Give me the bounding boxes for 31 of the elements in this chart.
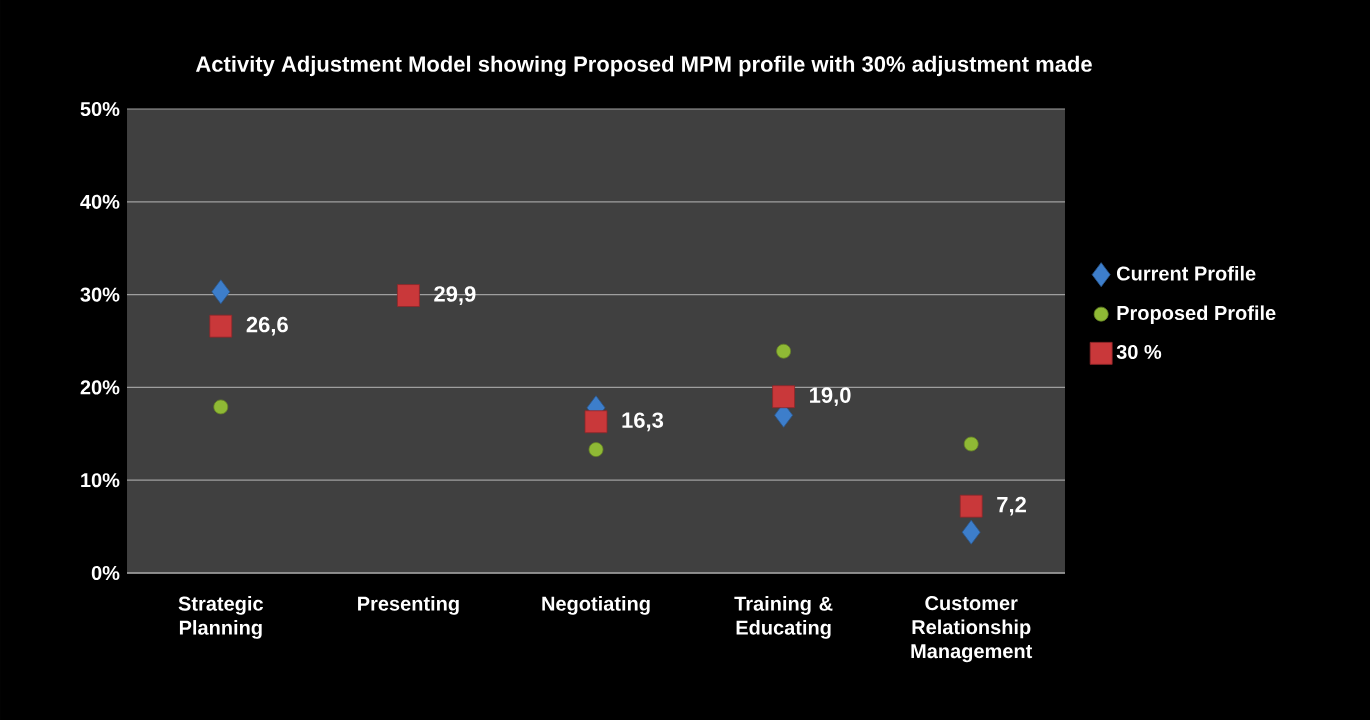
data-label: 7,2 (997, 496, 1026, 516)
point (209, 314, 233, 338)
point (959, 494, 983, 518)
legend-label: 30 % (1116, 344, 1162, 360)
data-label: 16,3 (622, 412, 664, 432)
point (584, 410, 608, 434)
legend-label: Proposed Profile (1117, 305, 1276, 325)
y-tick-label: 20% (80, 380, 120, 395)
point (772, 385, 795, 409)
point (397, 284, 420, 307)
point (776, 343, 791, 359)
y-tick-label: 0% (91, 565, 120, 581)
y-tick-label: 40% (80, 194, 120, 209)
point (961, 519, 981, 545)
y-tick-label: 10% (81, 473, 120, 488)
x-tick-label: Negotiating (542, 596, 650, 615)
point (213, 399, 229, 415)
y-tick-label: 30% (80, 287, 120, 302)
x-tick-label: Strategic Planning (178, 596, 264, 639)
x-tick-label: Presenting (358, 596, 459, 615)
data-label: 29,9 (434, 286, 476, 305)
x-tick-label: Customer Relationship Management (911, 596, 1033, 663)
point (963, 436, 979, 452)
data-label: 26,6 (246, 316, 288, 336)
point (588, 442, 604, 457)
data-label: 19,0 (810, 387, 851, 407)
x-tick-label: Training & Educating (734, 596, 833, 639)
point (211, 279, 231, 305)
chart-title: Activity Adjustment Model showing Proposed MPM profile with 30% adjustment made (195, 55, 1092, 77)
legend-label: Current Profile (1116, 265, 1256, 281)
y-tick-label: 50% (80, 101, 120, 117)
